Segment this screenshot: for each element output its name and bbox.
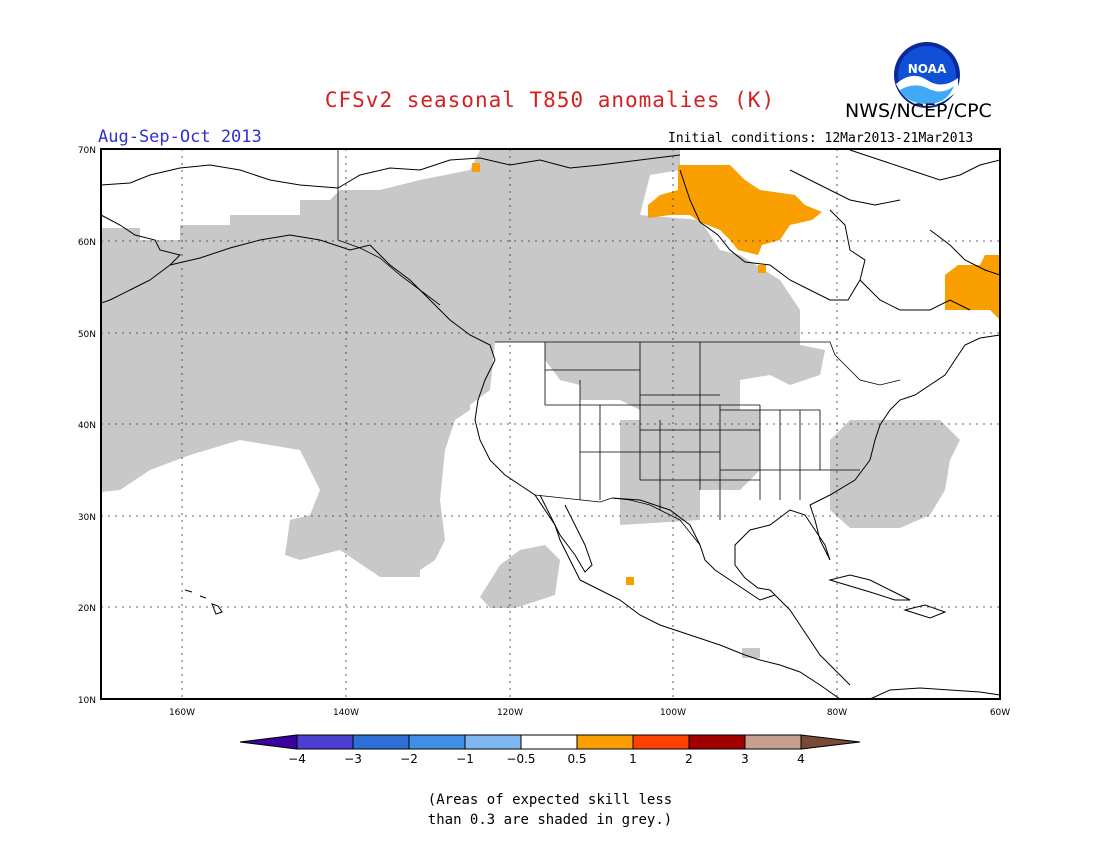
orange-region-labrador <box>945 255 1000 320</box>
colorbar-labels: −4 −3 −2 −1 −0.5 0.5 1 2 3 4 <box>288 752 805 766</box>
colorbar-bin-0 <box>239 734 298 750</box>
lat-label: 30N <box>78 513 96 523</box>
logo-text: NOAA <box>908 62 947 76</box>
colorbar-bin-6 <box>576 734 634 750</box>
coastline-central-america <box>744 654 841 699</box>
coastline-cuba <box>828 574 911 601</box>
border-us-mexico <box>534 494 701 546</box>
lon-label: 160W <box>169 708 195 718</box>
coastline-baja <box>539 494 593 573</box>
lat-label: 70N <box>78 146 96 156</box>
colorbar-tick: −3 <box>344 752 362 766</box>
initial-conditions: Initial conditions: 12Mar2013-21Mar2013 <box>668 131 974 146</box>
state-borders-vertical <box>544 342 821 520</box>
orange-cell-mexico <box>626 577 634 585</box>
colorbar-tick: −2 <box>400 752 418 766</box>
white-region-great-lakes <box>835 405 880 420</box>
white-areas <box>475 342 880 500</box>
colorbar-bin-5 <box>520 734 578 750</box>
map-frame <box>100 148 1001 700</box>
coastline-us-east <box>869 359 956 461</box>
orange-cell-hudson-south <box>758 265 766 273</box>
skill-note-line-1: (Areas of expected skill less <box>427 792 673 808</box>
coastline-gulf-of-alaska <box>169 234 496 361</box>
map-title: CFSv2 seasonal T850 anomalies (K) <box>324 88 776 112</box>
colorbar-tick: −1 <box>456 752 474 766</box>
coastline-baffin <box>789 169 901 206</box>
border-alaska-canada <box>337 150 441 306</box>
colorbar-bin-9 <box>744 734 802 750</box>
latitude-labels: 70N 60N 50N 40N 30N 20N 10N <box>78 146 96 706</box>
skill-note-line-2: than 0.3 are shaded in grey.) <box>427 812 673 828</box>
coastline-hawaii <box>184 589 223 615</box>
positive-anomaly-shading <box>472 163 1000 585</box>
lon-label: 140W <box>333 708 359 718</box>
colorbar-tick: 2 <box>685 752 693 766</box>
colorbar-tick: 1 <box>629 752 637 766</box>
season-label: Aug-Sep-Oct 2013 <box>98 127 262 147</box>
lon-label: 60W <box>990 708 1010 718</box>
longitude-labels: 160W 140W 120W 100W 80W 60W <box>169 708 1010 718</box>
political-borders <box>337 150 901 546</box>
map-content <box>101 149 1000 699</box>
coastline-caribbean-coast <box>774 594 851 686</box>
grey-region-baja <box>480 545 560 608</box>
coastline-alaska-north <box>101 164 339 189</box>
coastline-south-america <box>869 687 1000 699</box>
colorbar-tick: 0.5 <box>567 752 586 766</box>
colorbar-bin-10 <box>800 734 861 750</box>
coastline-hudson-bay <box>679 169 866 301</box>
lat-label: 20N <box>78 604 96 614</box>
lat-label: 10N <box>78 696 96 706</box>
coastline-mexico-pacific <box>579 579 746 656</box>
colorbar-tick: 3 <box>741 752 749 766</box>
colorbar <box>239 734 861 750</box>
coastline-arctic <box>337 154 681 189</box>
coastline-us-west <box>474 359 581 581</box>
colorbar-tick: 4 <box>797 752 805 766</box>
lat-label: 50N <box>78 330 96 340</box>
coastline-gulf <box>611 459 871 601</box>
coastline-hispaniola <box>903 604 947 619</box>
grey-region-atlantic <box>830 420 960 528</box>
agency-label: NWS/NCEP/CPC <box>845 100 992 122</box>
colorbar-tick: −0.5 <box>506 752 535 766</box>
coastlines <box>101 149 1000 699</box>
coastline-alaska-west <box>101 214 181 304</box>
colorbar-bin-2 <box>352 734 410 750</box>
colorbar-bin-7 <box>632 734 690 750</box>
lon-label: 100W <box>660 708 686 718</box>
coastline-labrador <box>929 229 1000 276</box>
coastline-greenland <box>849 149 1000 181</box>
orange-cell-alaska <box>472 163 480 172</box>
white-region-western-us <box>475 342 620 500</box>
colorbar-bin-8 <box>688 734 746 750</box>
colorbar-tick: −4 <box>288 752 306 766</box>
coastline-quebec <box>859 279 971 311</box>
border-us-canada <box>495 341 901 386</box>
noaa-logo: NOAA <box>894 42 960 108</box>
lat-label: 60N <box>78 238 96 248</box>
colorbar-bin-3 <box>408 734 466 750</box>
coastline-canada-east <box>954 334 1000 361</box>
lon-label: 120W <box>497 708 523 718</box>
lon-label: 80W <box>827 708 847 718</box>
orange-region-hudson-bay <box>648 165 822 255</box>
lat-label: 40N <box>78 421 96 431</box>
colorbar-bin-4 <box>464 734 522 750</box>
graticule <box>101 149 1000 699</box>
colorbar-bin-1 <box>296 734 354 750</box>
